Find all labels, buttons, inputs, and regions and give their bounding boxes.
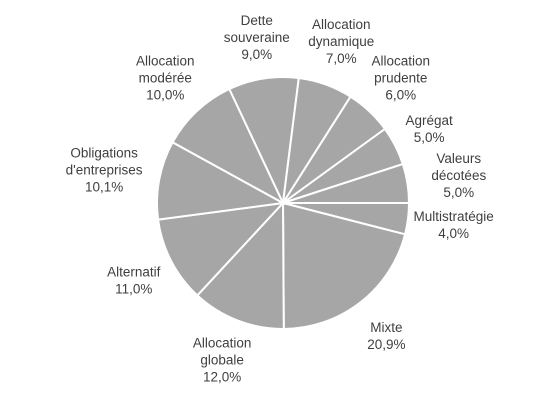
pie-slice-allocation-moderee: [171, 87, 286, 206]
pie-labels: Multistratégie 4,0% Mixte 20,9% Allocation gl…: [66, 13, 494, 385]
data-label-allocation-prudente: Allocation prudente 6,0%: [371, 54, 430, 103]
data-label-multistrategie: Multistratégie 4,0%: [413, 209, 493, 241]
data-label-mixte: Mixte 20,9%: [367, 320, 405, 352]
data-label-allocation-dynamique: Allocation dynamique 7,0%: [308, 17, 374, 66]
pie-slice-alternatif: [156, 201, 286, 297]
data-label-dette-souveraine: Dette souveraine 9,0%: [224, 13, 290, 62]
pie-slice-mixte: [281, 201, 407, 331]
data-label-allocation-moderee: Allocation modérée 10,0%: [136, 54, 195, 103]
data-label-agregat: Agrégat 5,0%: [405, 113, 453, 145]
data-label-obligations-d-entreprises: Obligations d'entreprises 10,1%: [66, 145, 143, 194]
pie-slice-obligations-d-entreprises: [156, 140, 287, 221]
pie-slice-allocation-globale: [195, 200, 285, 330]
pie-slices: [156, 76, 411, 331]
data-label-valeurs-decotees: Valeurs décotées 5,0%: [431, 151, 486, 200]
data-label-alternatif: Alternatif 11,0%: [107, 265, 161, 297]
data-label-allocation-globale: Allocation globale 12,0%: [193, 336, 252, 385]
pie-slice-valeurs-decotees: [282, 162, 411, 204]
